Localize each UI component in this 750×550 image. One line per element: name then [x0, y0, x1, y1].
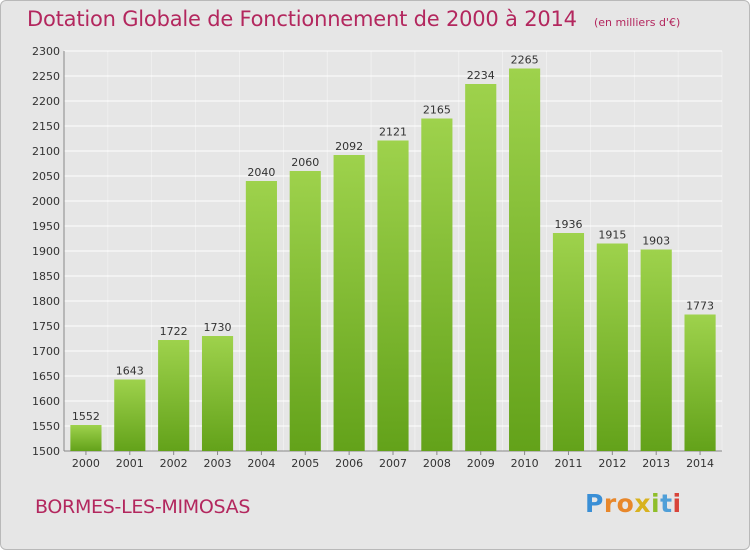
bar-2001	[114, 379, 146, 451]
chart-unit-note: (en milliers d'€)	[593, 16, 681, 29]
y-tick-label: 1950	[32, 220, 60, 233]
bar-2013	[640, 249, 672, 451]
bar-2000	[70, 425, 102, 451]
y-tick-label: 2150	[32, 120, 60, 133]
y-tick-label: 1700	[32, 345, 60, 358]
y-tick-label: 1600	[32, 395, 60, 408]
x-tick-label: 2001	[116, 457, 144, 470]
bar-2014	[684, 314, 716, 451]
x-tick-label: 2014	[686, 457, 714, 470]
bar-2007	[377, 140, 409, 451]
bar-2012	[596, 243, 628, 451]
bar-2006	[333, 155, 365, 451]
bar-value-label: 2165	[423, 104, 451, 117]
title-row: Dotation Globale de Fonctionnement de 20…	[27, 7, 680, 31]
logo-letter: x	[634, 489, 651, 518]
bar-2009	[465, 84, 497, 451]
x-tick-label: 2013	[642, 457, 670, 470]
y-tick-label: 1550	[32, 420, 60, 433]
bar-value-label: 2040	[247, 166, 275, 179]
bar-2004	[245, 181, 277, 451]
commune-name: BORMES-LES-MIMOSAS	[35, 496, 251, 518]
logo-letter: i	[651, 489, 661, 518]
bar-value-label: 1936	[554, 218, 582, 231]
bar-2005	[289, 171, 321, 451]
y-tick-label: 2250	[32, 70, 60, 83]
x-tick-label: 2003	[204, 457, 232, 470]
bar-value-label: 2234	[467, 69, 495, 82]
x-tick-label: 2010	[511, 457, 539, 470]
y-tick-label: 2050	[32, 170, 60, 183]
bar-value-label: 2060	[291, 156, 319, 169]
bar-2003	[201, 336, 234, 451]
bar-value-label: 2265	[511, 54, 539, 67]
y-tick-label: 1850	[32, 270, 60, 283]
bar-value-label: 1903	[642, 235, 670, 248]
bar-value-label: 1643	[116, 365, 144, 378]
logo-letter: r	[603, 489, 617, 518]
bar-value-label: 1730	[204, 321, 232, 334]
x-tick-label: 2007	[379, 457, 407, 470]
bar-2002	[158, 340, 190, 451]
x-tick-label: 2004	[247, 457, 275, 470]
y-tick-label: 2300	[32, 45, 60, 58]
x-tick-label: 2009	[467, 457, 495, 470]
x-tick-label: 2012	[598, 457, 626, 470]
bar-value-label: 2092	[335, 140, 363, 153]
bar-2008	[421, 118, 453, 451]
y-tick-label: 1800	[32, 295, 60, 308]
x-tick-label: 2006	[335, 457, 363, 470]
y-tick-label: 2200	[32, 95, 60, 108]
logo-letter: P	[585, 489, 604, 518]
proxiti-logo: Proxiti	[585, 489, 682, 518]
logo-letter: i	[672, 489, 682, 518]
y-tick-label: 2100	[32, 145, 60, 158]
bar-value-label: 1722	[160, 325, 188, 338]
x-tick-label: 2008	[423, 457, 451, 470]
x-tick-label: 2002	[160, 457, 188, 470]
y-tick-label: 1750	[32, 320, 60, 333]
x-tick-label: 2005	[291, 457, 319, 470]
bar-2011	[552, 233, 585, 451]
bar-2010	[509, 68, 541, 451]
y-tick-label: 1650	[32, 370, 60, 383]
chart-title: Dotation Globale de Fonctionnement de 20…	[27, 7, 577, 31]
y-tick-label: 1900	[32, 245, 60, 258]
x-tick-label: 2011	[554, 457, 582, 470]
x-tick-label: 2000	[72, 457, 100, 470]
bar-value-label: 2121	[379, 126, 407, 139]
bar-value-label: 1915	[598, 229, 626, 242]
y-tick-label: 2000	[32, 195, 60, 208]
logo-letter: t	[660, 489, 673, 518]
bar-value-label: 1552	[72, 410, 100, 423]
y-tick-label: 1500	[32, 445, 60, 458]
bar-value-label: 1773	[686, 300, 714, 313]
logo-letter: o	[616, 489, 635, 518]
